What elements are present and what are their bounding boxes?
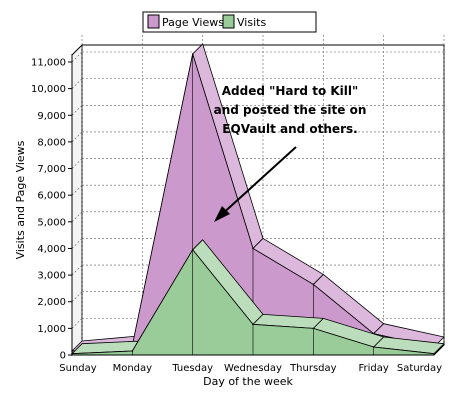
y-tick-label: 8,000	[37, 137, 66, 148]
x-tick-label: Monday	[113, 363, 153, 374]
y-tick-label: 0	[60, 351, 66, 362]
legend: Page Views Visits	[142, 11, 317, 33]
x-tick-label: Sunday	[59, 363, 96, 374]
x-tick-label: Wednesday	[224, 363, 282, 374]
annotation-arrow-head	[214, 206, 230, 222]
annotation-line-1: Added "Hard to Kill"	[222, 84, 359, 98]
y-tick-label: 4,000	[37, 244, 66, 255]
x-axis-ticks: Sunday Monday Tuesday Wednesday Thursday Frid…	[59, 363, 442, 374]
annotation-line-3: EQVault and others.	[222, 122, 357, 136]
x-tick-label: Thursday	[289, 363, 337, 374]
x-axis-title: Day of the week	[203, 375, 293, 388]
data-point-visits	[433, 352, 435, 355]
series-areas	[71, 43, 445, 356]
y-axis-ticks: 0 1,000 2,000 3,000 4,000 5,000 6,000 7,000 8,00…	[31, 58, 72, 362]
y-axis-title: Visits and Page Views	[14, 140, 27, 259]
data-point-page-views	[312, 283, 315, 286]
data-point-visits	[131, 350, 134, 352]
y-tick-label: 11,000	[31, 58, 66, 69]
y-tick-label: 6,000	[37, 191, 66, 202]
y-tick-label: 5,000	[37, 217, 66, 228]
plot-side-wall	[71, 43, 83, 357]
legend-swatch-visits	[222, 14, 235, 29]
y-tick-label: 2,000	[37, 297, 66, 308]
legend-swatch-page-views	[147, 14, 160, 29]
data-point-visits	[372, 346, 375, 348]
x-tick-label: Friday	[359, 363, 389, 374]
annotation-line-2: and posted the site on	[214, 103, 367, 117]
y-tick-label: 7,000	[37, 164, 66, 175]
annotation: Added "Hard to Kill" and posted the site…	[214, 84, 367, 222]
y-tick-label: 9,000	[37, 111, 66, 122]
data-point-visits	[191, 248, 194, 251]
y-tick-label: 10,000	[31, 84, 66, 95]
data-point-visits	[252, 323, 254, 326]
gridlines	[71, 34, 445, 356]
data-point-visits	[312, 327, 315, 330]
data-point-page-views	[252, 247, 254, 250]
y-tick-label: 1,000	[37, 324, 66, 335]
annotation-arrow-shaft	[219, 146, 297, 217]
data-point-page-views	[191, 53, 194, 55]
x-tick-label: Saturday	[397, 363, 442, 374]
x-tick-label: Tuesday	[171, 363, 213, 374]
legend-label-visits: Visits	[237, 16, 266, 29]
y-tick-label: 3,000	[37, 271, 66, 282]
legend-label-page-views: Page Views	[162, 16, 224, 29]
